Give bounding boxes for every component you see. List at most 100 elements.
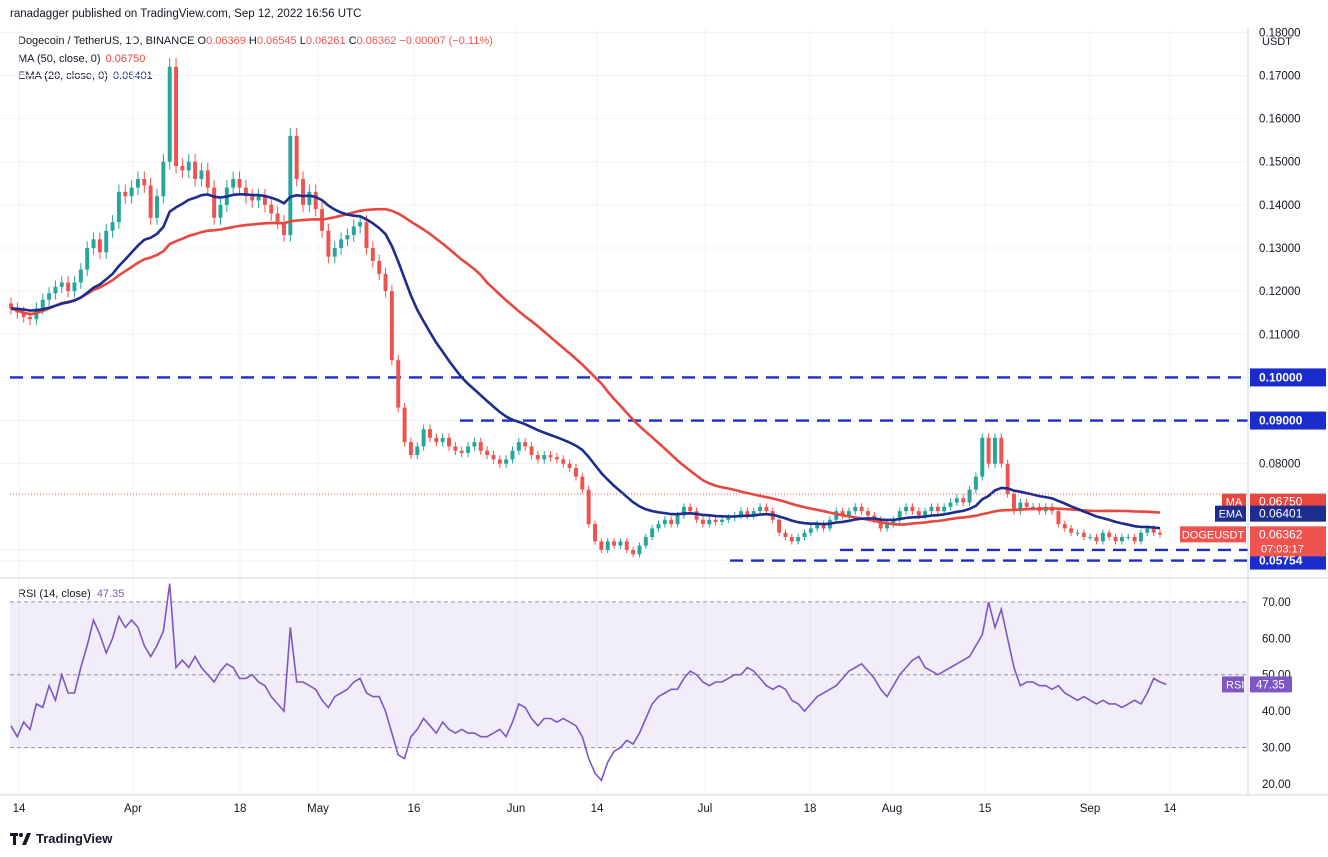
candle-body <box>345 235 350 240</box>
candle-body <box>904 506 909 512</box>
candle-body <box>40 299 45 309</box>
badge-value: 0.06401 <box>1259 507 1303 521</box>
candle-body <box>1062 524 1067 529</box>
candle-body <box>180 166 185 171</box>
candle-body <box>250 196 255 201</box>
candle-body <box>777 519 782 533</box>
ohlc-value-l: 0.06261 <box>305 35 346 47</box>
candle-body <box>910 506 915 512</box>
price-tick-label: 0.08000 <box>1259 459 1301 471</box>
candle-body <box>396 360 401 408</box>
badge-value-box <box>1250 493 1326 510</box>
symbol-title: Dogecoin / TetherUS, 1D, BINANCE <box>18 35 195 47</box>
candle-body <box>599 541 604 550</box>
candle-body <box>281 222 286 236</box>
badge-countdown: 07:03:17 <box>1261 543 1304 555</box>
time-tick-label: 14 <box>13 803 26 815</box>
candle-body <box>593 524 597 542</box>
candle-body <box>662 519 667 525</box>
time-tick-label: 18 <box>234 803 247 815</box>
tradingview-brand: TradingView <box>36 831 113 846</box>
candle-body <box>866 511 870 516</box>
ma-legend-label: MA (50, close, 0) <box>18 53 101 65</box>
candle-body <box>294 135 299 179</box>
candle-body <box>1132 537 1137 542</box>
time-tick-label: Aug <box>882 803 902 815</box>
ohlc-label-l: L <box>296 35 306 47</box>
ma-legend-value: 0.06750 <box>105 53 146 65</box>
candle-body <box>269 204 274 214</box>
candle-body <box>580 476 585 490</box>
candle-body <box>364 222 369 248</box>
time-tick-label: 15 <box>979 803 992 815</box>
candle-body <box>853 506 858 512</box>
ohlc-value-c: 0.06362 <box>356 35 397 47</box>
ohlc-label-o: O <box>197 35 207 47</box>
candle-body <box>415 446 420 456</box>
candle-body <box>377 260 382 274</box>
candle-body <box>389 291 394 361</box>
candle-body <box>428 429 432 438</box>
candle-body <box>478 442 483 451</box>
candle-body <box>472 442 477 447</box>
level-badge-label: 0.10000 <box>1259 370 1303 384</box>
candle-body <box>796 537 801 542</box>
rsi-line <box>10 583 1167 782</box>
candle-body <box>161 161 166 197</box>
candle-body <box>821 524 826 529</box>
candle-body <box>891 519 896 525</box>
tradingview-logo[interactable]: TradingView <box>10 831 112 846</box>
candle-body <box>237 178 242 188</box>
level-badge-label: 0.09000 <box>1259 414 1303 428</box>
candle-body <box>1107 532 1112 538</box>
candle-body <box>745 511 750 516</box>
candle-body <box>262 196 267 205</box>
rsi-tick-label: 70.00 <box>1262 597 1291 609</box>
candle-body <box>167 66 172 162</box>
candle-body <box>9 303 13 309</box>
axis-unit: USDT <box>1262 36 1292 48</box>
candle-body <box>301 178 305 205</box>
candle-body <box>97 239 102 253</box>
badge-tag-label: DOGEUSDT <box>1182 529 1245 541</box>
candle-body <box>212 187 217 218</box>
candle-body <box>142 178 147 186</box>
rsi-legend-label: RSI (14, close) <box>18 588 91 600</box>
candle-body <box>59 282 64 287</box>
candle-body <box>199 170 204 179</box>
candle-body <box>148 185 153 218</box>
candle-body <box>643 537 648 546</box>
candle-body <box>85 248 90 270</box>
candle-body <box>1126 537 1131 539</box>
candle-body <box>231 178 236 188</box>
rsi-legend: RSI (14, close) 47.35 <box>18 588 124 600</box>
candle-body <box>402 407 407 443</box>
candle-body <box>243 187 248 197</box>
price-tick-label: 0.18000 <box>1259 27 1301 39</box>
candle-body <box>980 437 985 477</box>
candle-body <box>21 312 26 318</box>
candle-body <box>485 450 490 456</box>
price-tick-label: 0.12000 <box>1259 286 1301 298</box>
rsi-badge-tag <box>1222 676 1244 693</box>
candle-body <box>383 273 388 292</box>
level-badge-label: 0.05754 <box>1259 554 1303 568</box>
chart-canvas[interactable]: USDT 0.18000 0.17000 0.16000 0.15000 0.14000… <box>0 0 1328 830</box>
candle-body <box>1012 493 1016 512</box>
candle-body <box>1018 502 1023 512</box>
time-tick-label: Jul <box>698 803 713 815</box>
candle-body <box>631 549 636 555</box>
support-resistance-levels <box>10 376 1248 562</box>
candle-body <box>783 532 788 538</box>
candle-body <box>758 506 763 512</box>
candle-body <box>859 506 864 512</box>
candle-body <box>688 506 693 512</box>
candle-body <box>1113 537 1118 542</box>
candle-body <box>370 248 375 261</box>
candle-body <box>129 187 134 197</box>
candle-body <box>561 459 566 464</box>
candle-body <box>840 511 845 516</box>
candle-body <box>739 511 743 516</box>
time-tick-label: 18 <box>804 803 817 815</box>
